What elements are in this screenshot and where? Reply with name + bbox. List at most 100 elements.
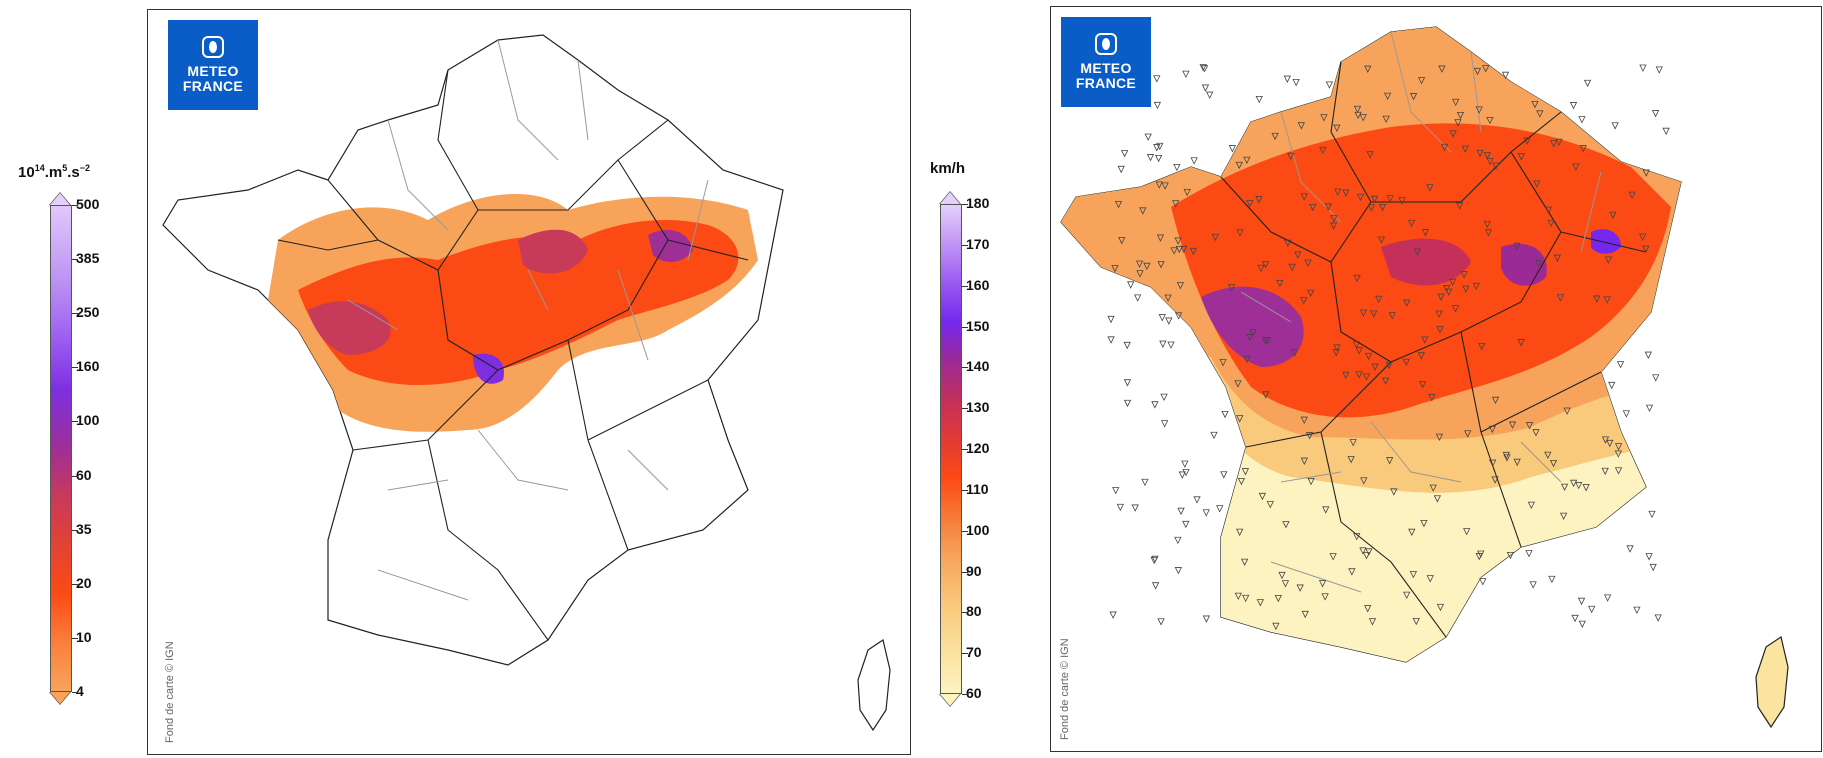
meteo-france-logo-icon xyxy=(202,36,224,58)
wind-station-icon xyxy=(1274,594,1282,603)
wind-station-icon xyxy=(1403,299,1411,307)
wind-station-icon xyxy=(1492,162,1500,170)
wind-station-icon xyxy=(1420,519,1428,528)
wind-station-icon xyxy=(1236,229,1244,237)
wind-station-icon xyxy=(1375,295,1383,304)
wind-station-icon xyxy=(1488,425,1496,434)
wind-field-150 xyxy=(1591,229,1621,254)
region-boundaries xyxy=(277,69,749,641)
colorbar-tick-label: 20 xyxy=(76,574,92,591)
colorbar-tick-label: 60 xyxy=(966,685,982,701)
wind-station-icon xyxy=(1131,504,1139,512)
cape-field-peak xyxy=(648,230,693,262)
wind-station-icon xyxy=(1156,234,1165,242)
wind-station-icon xyxy=(1609,211,1617,219)
colorbar-tick-mark xyxy=(72,205,78,206)
wind-station-icon xyxy=(1575,482,1583,490)
colorbar-tick-mark xyxy=(72,313,78,315)
wind-station-icon xyxy=(1246,200,1254,208)
colorbar-tick-label: 35 xyxy=(76,520,92,537)
wind-station-icon xyxy=(1614,467,1623,475)
wind-station-icon xyxy=(1158,314,1166,322)
wind-station-icon xyxy=(1324,203,1333,211)
wind-station-icon xyxy=(1362,552,1371,560)
wind-station-icon xyxy=(1536,110,1544,118)
colorbar-right xyxy=(940,204,962,694)
wind-station-icon xyxy=(1235,161,1243,170)
colorbar-min-arrow-fill xyxy=(50,692,70,704)
wind-station-icon xyxy=(1151,401,1159,409)
wind-station-icon xyxy=(1435,310,1443,318)
wind-station-icon xyxy=(1506,551,1515,560)
wind-station-icon xyxy=(1642,245,1650,253)
wind-station-icon xyxy=(1255,196,1263,204)
wind-station-icon xyxy=(1547,219,1555,228)
wind-station-icon xyxy=(1456,111,1465,120)
wind-station-icon xyxy=(1300,193,1308,201)
logo-text-line2: FRANCE xyxy=(182,78,244,94)
colorbar-tick-mark xyxy=(962,489,968,491)
wind-station-icon xyxy=(1390,488,1398,496)
wind-station-icon xyxy=(1437,293,1445,301)
wind-station-icon xyxy=(1155,181,1163,189)
colorbar-tick-label: 385 xyxy=(76,250,100,267)
colorbar-tick-label: 180 xyxy=(966,195,990,211)
wind-station-icon xyxy=(1460,271,1468,279)
wind-station-icon xyxy=(1382,115,1390,124)
wind-station-icon xyxy=(1578,116,1586,124)
wind-station-icon xyxy=(1206,91,1214,99)
wind-station-icon xyxy=(1178,471,1186,479)
wind-station-icon xyxy=(1479,578,1487,586)
wind-station-icon xyxy=(1651,110,1660,118)
wind-station-icon xyxy=(1449,130,1457,138)
wind-station-icon xyxy=(1276,279,1284,288)
wind-station-icon xyxy=(1626,545,1634,553)
wind-station-icon xyxy=(1588,605,1596,614)
colorbar-unit-right: km/h xyxy=(930,160,966,177)
wind-station-icon xyxy=(1486,158,1494,166)
wind-station-icon xyxy=(1644,351,1652,359)
wind-station-icon xyxy=(1563,407,1571,415)
wind-station-icon xyxy=(1366,151,1374,159)
wind-station-icon xyxy=(1290,349,1299,357)
wind-station-icon xyxy=(1322,506,1330,514)
wind-field-130 xyxy=(1501,243,1547,286)
wind-station-icon xyxy=(1360,477,1368,485)
wind-station-icon xyxy=(1261,337,1269,345)
france-map-right xyxy=(1060,26,1789,729)
colorbar-tick-mark xyxy=(72,367,78,369)
wind-station-icon xyxy=(1601,467,1609,476)
wind-station-icon xyxy=(1143,262,1151,271)
france-map-left xyxy=(162,34,891,732)
colorbar-tick-mark xyxy=(72,529,78,531)
wind-station-icon xyxy=(1165,317,1173,325)
wind-station-icon xyxy=(1652,374,1660,382)
wind-station-icon xyxy=(1112,487,1120,495)
wind-station-icon xyxy=(1177,507,1185,516)
wind-station-icon xyxy=(1146,154,1155,162)
wind-station-icon xyxy=(1175,245,1183,254)
wind-station-icon xyxy=(1476,149,1484,158)
wind-station-icon xyxy=(1216,505,1224,513)
logo-text-line1: METEO xyxy=(1080,60,1132,76)
map-panel-left: METEO FRANCE Fond de carte © IGN xyxy=(147,9,911,755)
wind-station-icon xyxy=(1381,377,1390,385)
wind-station-icon xyxy=(1333,124,1341,132)
wind-station-icon xyxy=(1417,352,1425,360)
wind-station-icon xyxy=(1153,101,1162,110)
wind-station-icon xyxy=(1256,599,1265,607)
wind-station-icon xyxy=(1284,239,1292,248)
cape-field-mid xyxy=(298,220,739,385)
wind-station-icon xyxy=(1452,98,1460,107)
wind-station-icon xyxy=(1549,459,1558,468)
wind-station-icon xyxy=(1202,615,1211,623)
wind-station-icon xyxy=(1172,200,1180,208)
wind-station-icon xyxy=(1608,381,1616,390)
map-credit: Fond de carte © IGN xyxy=(164,641,176,743)
wind-station-icon xyxy=(1454,119,1462,127)
wind-station-icon xyxy=(1173,163,1181,172)
wind-station-icon xyxy=(1442,285,1451,293)
wind-station-icon xyxy=(1429,484,1437,492)
wind-station-icon xyxy=(1555,138,1563,147)
wind-station-icon xyxy=(1300,416,1308,424)
